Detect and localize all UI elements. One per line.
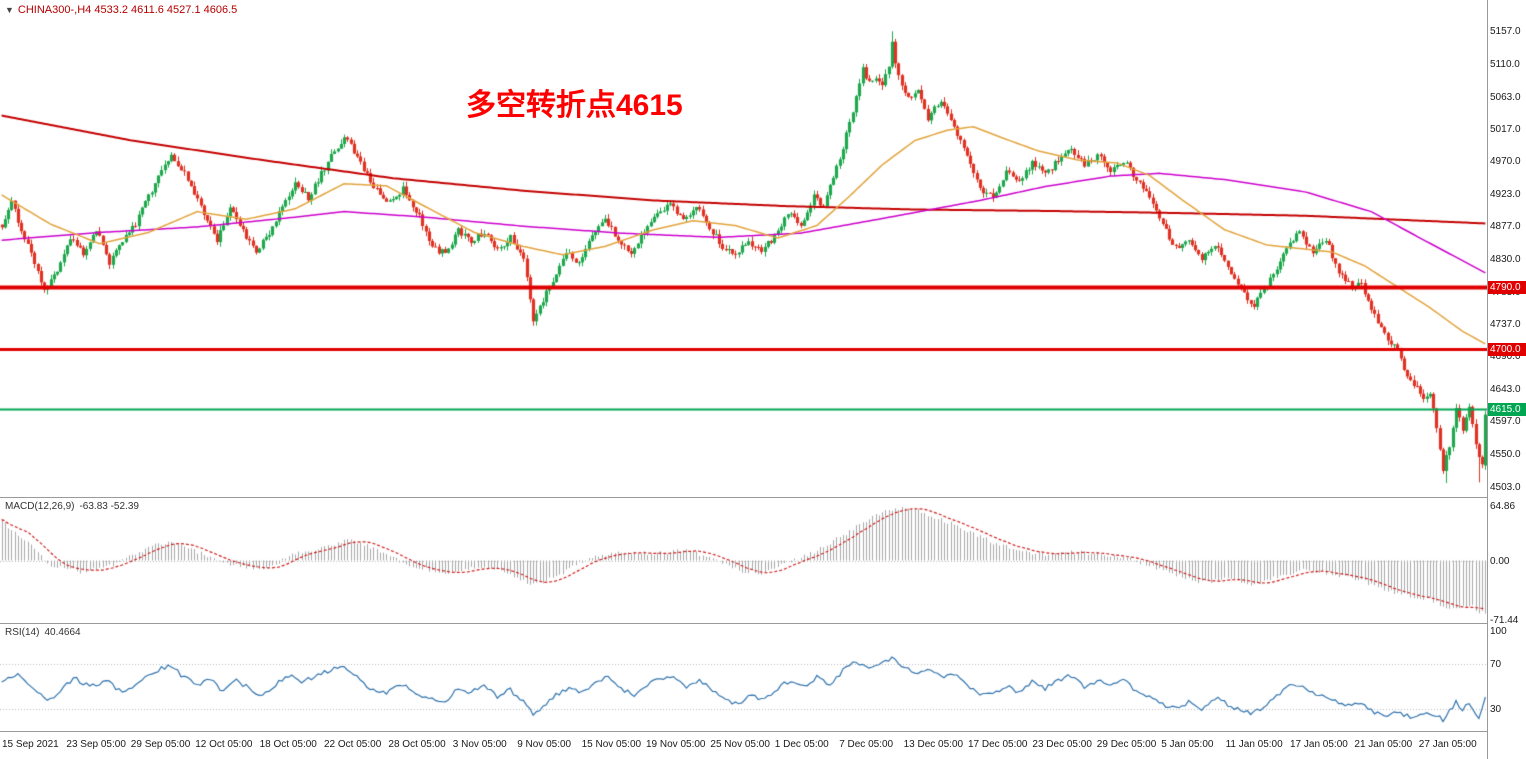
date-axis-label: 21 Jan 05:00: [1354, 739, 1413, 750]
date-axis-label: 25 Nov 05:00: [710, 739, 770, 750]
macd-indicator-canvas[interactable]: [0, 498, 1487, 623]
date-axis-label: 12 Oct 05:00: [195, 739, 253, 750]
price-axis-label: 4737.0: [1490, 318, 1521, 330]
ohlc-values: 4533.2 4611.6 4527.1 4606.5: [94, 4, 238, 16]
price-axis-label: 4830.0: [1490, 253, 1521, 265]
price-axis-label: 4877.0: [1490, 221, 1521, 233]
main-chart-canvas[interactable]: [0, 0, 1487, 497]
date-axis-label: 3 Nov 05:00: [452, 739, 507, 750]
date-axis-label: 28 Oct 05:00: [388, 739, 446, 750]
price-axis-label: 4503.0: [1490, 481, 1521, 493]
date-axis-label: 23 Sep 05:00: [66, 739, 126, 750]
date-axis-label: 18 Oct 05:00: [259, 739, 317, 750]
price-level-badge: 4790.0: [1488, 280, 1526, 294]
rsi-indicator-canvas[interactable]: [0, 624, 1487, 731]
date-axis-label: 15 Sep 2021: [2, 739, 59, 750]
price-axis-label: 4970.0: [1490, 156, 1521, 168]
date-axis-label: 19 Nov 05:00: [646, 739, 706, 750]
macd-values: -63.83 -52.39: [79, 501, 139, 512]
date-axis-label: 5 Jan 05:00: [1161, 739, 1214, 750]
pane-separator[interactable]: [0, 497, 1526, 498]
date-axis-label: 17 Jan 05:00: [1290, 739, 1348, 750]
date-axis-label: 22 Oct 05:00: [324, 739, 382, 750]
rsi-name: RSI(14): [5, 627, 40, 638]
date-axis-label: 15 Nov 05:00: [581, 739, 642, 750]
chart-dropdown-icon[interactable]: ▼: [5, 5, 14, 15]
date-axis-label: 23 Dec 05:00: [1032, 739, 1092, 750]
date-axis-label: 13 Dec 05:00: [903, 739, 964, 750]
price-axis-label: 5157.0: [1490, 26, 1521, 38]
annotation-text[interactable]: 多空转折点4615: [466, 89, 683, 122]
macd-name: MACD(12,26,9): [5, 501, 75, 512]
date-axis-label: 17 Dec 05:00: [968, 739, 1028, 750]
price-axis-label: 4643.0: [1490, 384, 1521, 396]
price-axis-label: 4550.0: [1490, 448, 1521, 460]
symbol-info-bar: ▼ CHINA300-,H4 4533.2 4611.6 4527.1 4606.…: [5, 4, 237, 16]
price-axis-label: 4690.0: [1490, 351, 1521, 363]
pane-separator: [0, 731, 1526, 732]
rsi-label: RSI(14) 40.4664: [5, 627, 81, 638]
date-axis-label: 29 Sep 05:00: [130, 739, 191, 750]
rsi-axis-label: 100: [1490, 625, 1507, 637]
date-axis-label: 27 Jan 05:00: [1418, 739, 1477, 750]
price-axis-label: 5110.0: [1490, 59, 1520, 71]
rsi-axis-label: 70: [1490, 659, 1502, 671]
date-axis-label: 11 Jan 05:00: [1225, 739, 1283, 750]
macd-axis-label: 0.00: [1490, 555, 1510, 567]
pane-separator[interactable]: [0, 623, 1526, 624]
price-axis-label: 5063.0: [1490, 91, 1521, 103]
rsi-value: 40.4664: [44, 627, 81, 638]
date-axis-label: 9 Nov 05:00: [517, 739, 572, 750]
price-axis-label: 5017.0: [1490, 123, 1521, 135]
date-axis-label: 1 Dec 05:00: [774, 739, 829, 750]
macd-label: MACD(12,26,9) -63.83 -52.39: [5, 501, 139, 512]
price-level-badge: 4700.0: [1488, 343, 1526, 357]
date-axis-label: 7 Dec 05:00: [839, 739, 894, 750]
price-axis-label: 4597.0: [1490, 416, 1521, 428]
time-axis[interactable]: 15 Sep 2021 23 Sep 05:00 29 Sep 05:00 12 Oc…: [0, 732, 1487, 759]
date-axis-label: 29 Dec 05:00: [1096, 739, 1157, 750]
price-level-badge: 4615.0: [1488, 402, 1526, 416]
macd-axis-label: 64.86: [1490, 501, 1516, 513]
price-axis[interactable]: 5157.0 5110.0 5063.0 5017.0 4970.0 4923.0 4877…: [1487, 0, 1526, 759]
macd-axis-label: -71.44: [1490, 615, 1519, 627]
price-axis-label: 4923.0: [1490, 189, 1521, 201]
rsi-axis-label: 30: [1490, 703, 1502, 715]
symbol-period-label: CHINA300-,H4: [17, 4, 92, 16]
